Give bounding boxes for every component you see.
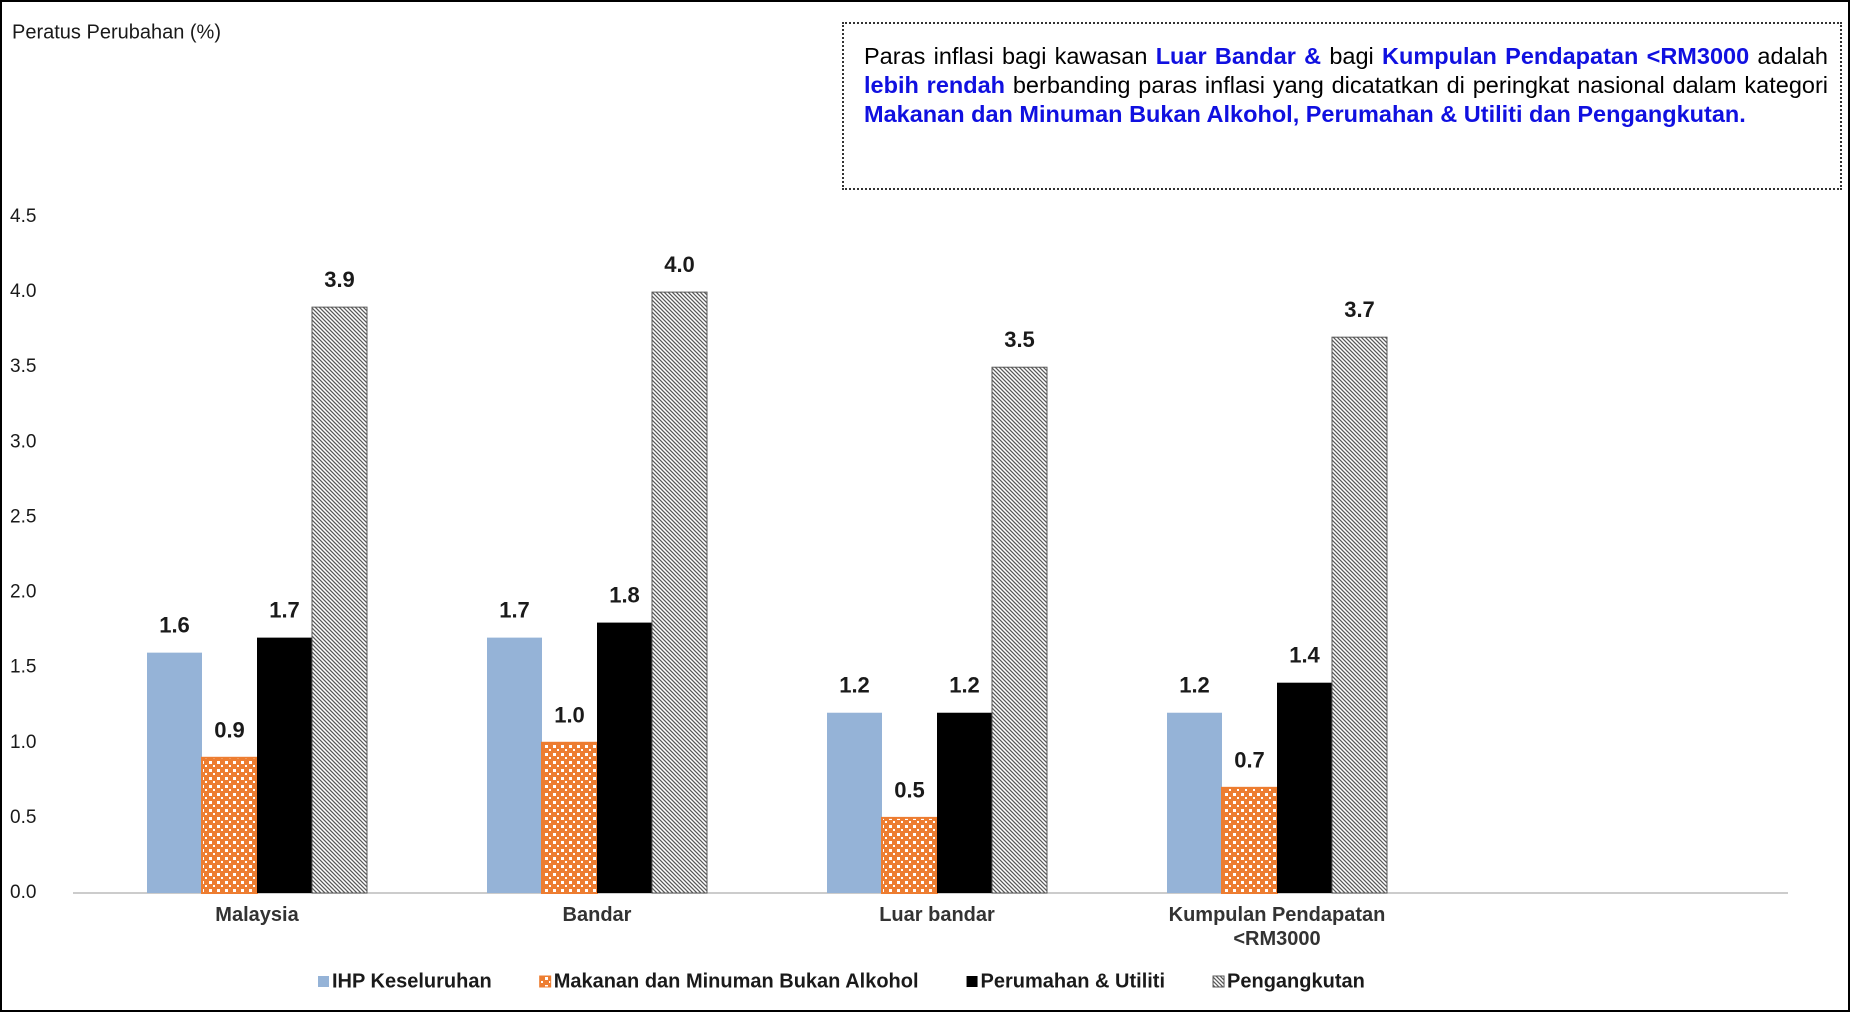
y-tick-label: 0.5: [10, 807, 36, 828]
bar: [1167, 712, 1222, 893]
legend-label: Pengangkutan: [1227, 970, 1365, 992]
bar: [991, 366, 1048, 894]
bar: [1221, 786, 1278, 894]
annotation-box: Paras inflasi bagi kawasan Luar Bandar &…: [842, 22, 1842, 190]
bar: [257, 637, 312, 893]
bar: [311, 306, 368, 894]
value-label: 1.2: [949, 673, 980, 698]
legend-marker: [318, 976, 329, 987]
value-label: 3.5: [1004, 327, 1035, 352]
y-tick-label: 3.5: [10, 356, 36, 377]
value-label: 4.0: [664, 252, 695, 277]
value-label: 1.4: [1289, 643, 1320, 668]
bar: [201, 756, 258, 894]
annotation-text: adalah: [1749, 43, 1828, 69]
bar: [487, 637, 542, 893]
legend-marker: [1212, 975, 1225, 988]
y-tick-label: 2.5: [10, 506, 36, 527]
annotation-text: berbanding paras inflasi yang dicatatkan…: [1005, 72, 1829, 98]
legend-label: IHP Keseluruhan: [332, 970, 492, 992]
legend-marker: [966, 976, 978, 987]
value-label: 0.9: [214, 718, 245, 743]
bar: [597, 622, 652, 893]
y-tick-label: 2.0: [10, 582, 36, 603]
value-label: 3.7: [1344, 297, 1375, 322]
value-label: 1.7: [269, 597, 300, 622]
annotation-text: bagi: [1321, 43, 1383, 69]
value-label: 0.7: [1234, 748, 1265, 773]
y-tick-label: 0.0: [10, 882, 36, 903]
value-label: 1.0: [554, 703, 585, 728]
y-axis-title: Peratus Perubahan (%): [12, 21, 221, 43]
x-tick-label: Kumpulan Pendapatan <RM3000: [1168, 904, 1386, 950]
bar: [147, 652, 202, 893]
x-tick-label: Malaysia: [215, 904, 299, 926]
annotation-highlight: Luar Bandar &: [1155, 43, 1322, 69]
bar: [541, 741, 598, 894]
bar: [827, 712, 882, 893]
value-label: 1.6: [159, 612, 190, 637]
annotation-highlight: Kumpulan Pendapatan <RM3000: [1382, 43, 1750, 69]
bar: [881, 816, 938, 895]
bar: [651, 291, 708, 894]
x-tick-label: Luar bandar: [879, 904, 995, 926]
value-label: 0.5: [894, 778, 925, 803]
y-tick-label: 4.5: [10, 206, 36, 227]
bar: [937, 712, 992, 893]
legend-label: Makanan dan Minuman Bukan Alkohol: [554, 970, 919, 992]
y-tick-label: 3.0: [10, 431, 36, 452]
value-label: 3.9: [324, 267, 355, 292]
annotation-highlight: lebih rendah: [864, 72, 1006, 98]
y-tick-label: 1.5: [10, 657, 36, 678]
value-label: 1.7: [499, 597, 530, 622]
y-tick-label: 1.0: [10, 732, 36, 753]
legend-marker: [539, 975, 552, 988]
bar: [1331, 336, 1388, 894]
x-tick-label: Bandar: [562, 904, 632, 926]
legend-label: Perumahan & Utiliti: [981, 970, 1165, 992]
y-tick-label: 4.0: [10, 281, 36, 302]
annotation-highlight: Makanan dan Minuman Bukan Alkohol, Perum…: [864, 101, 1746, 127]
value-label: 1.2: [839, 673, 870, 698]
value-label: 1.2: [1179, 673, 1210, 698]
value-label: 1.8: [609, 582, 640, 607]
bar: [1277, 682, 1332, 893]
annotation-text: Paras inflasi bagi kawasan: [864, 43, 1156, 69]
